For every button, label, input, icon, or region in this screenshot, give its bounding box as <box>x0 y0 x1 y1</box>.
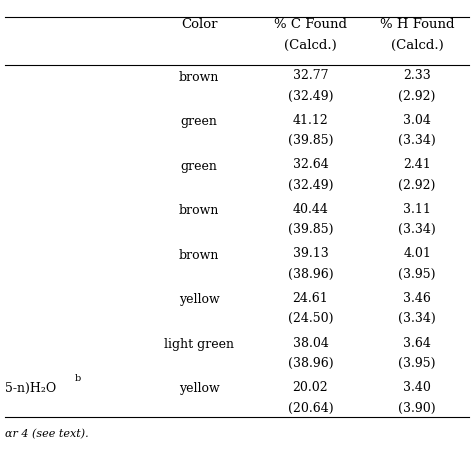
Text: 5-n)H₂O: 5-n)H₂O <box>5 383 56 395</box>
Text: (24.50): (24.50) <box>288 312 333 325</box>
Text: Color: Color <box>181 18 218 31</box>
Text: (3.34): (3.34) <box>398 134 436 147</box>
Text: (38.96): (38.96) <box>288 357 333 370</box>
Text: (3.34): (3.34) <box>398 312 436 325</box>
Text: 2.41: 2.41 <box>403 158 431 171</box>
Text: 40.44: 40.44 <box>292 203 328 216</box>
Text: (32.49): (32.49) <box>288 179 333 191</box>
Text: (3.95): (3.95) <box>398 357 436 370</box>
Text: (Calcd.): (Calcd.) <box>391 39 444 52</box>
Text: brown: brown <box>179 249 219 262</box>
Text: green: green <box>181 115 218 128</box>
Text: 32.64: 32.64 <box>292 158 328 171</box>
Text: yellow: yellow <box>179 383 219 395</box>
Text: 3.40: 3.40 <box>403 381 431 394</box>
Text: 3.46: 3.46 <box>403 292 431 305</box>
Text: 4.01: 4.01 <box>403 247 431 260</box>
Text: green: green <box>181 160 218 173</box>
Text: (Calcd.): (Calcd.) <box>284 39 337 52</box>
Text: yellow: yellow <box>179 293 219 306</box>
Text: (3.34): (3.34) <box>398 223 436 236</box>
Text: 41.12: 41.12 <box>292 114 328 127</box>
Text: 3.04: 3.04 <box>403 114 431 127</box>
Text: 38.04: 38.04 <box>292 337 328 349</box>
Text: 3.11: 3.11 <box>403 203 431 216</box>
Text: (2.92): (2.92) <box>399 179 436 191</box>
Text: b: b <box>75 374 81 383</box>
Text: (20.64): (20.64) <box>288 401 333 414</box>
Text: % C Found: % C Found <box>274 18 347 31</box>
Text: 3.64: 3.64 <box>403 337 431 349</box>
Text: 39.13: 39.13 <box>292 247 328 260</box>
Text: 24.61: 24.61 <box>292 292 328 305</box>
Text: 2.33: 2.33 <box>403 69 431 82</box>
Text: brown: brown <box>179 204 219 217</box>
Text: (32.49): (32.49) <box>288 90 333 102</box>
Text: brown: brown <box>179 71 219 83</box>
Text: light green: light green <box>164 338 234 351</box>
Text: (3.90): (3.90) <box>398 401 436 414</box>
Text: (39.85): (39.85) <box>288 223 333 236</box>
Text: 32.77: 32.77 <box>293 69 328 82</box>
Text: 20.02: 20.02 <box>292 381 328 394</box>
Text: (38.96): (38.96) <box>288 268 333 281</box>
Text: (3.95): (3.95) <box>398 268 436 281</box>
Text: αr 4 (see text).: αr 4 (see text). <box>5 429 88 439</box>
Text: (39.85): (39.85) <box>288 134 333 147</box>
Text: (2.92): (2.92) <box>399 90 436 102</box>
Text: % H Found: % H Found <box>380 18 455 31</box>
